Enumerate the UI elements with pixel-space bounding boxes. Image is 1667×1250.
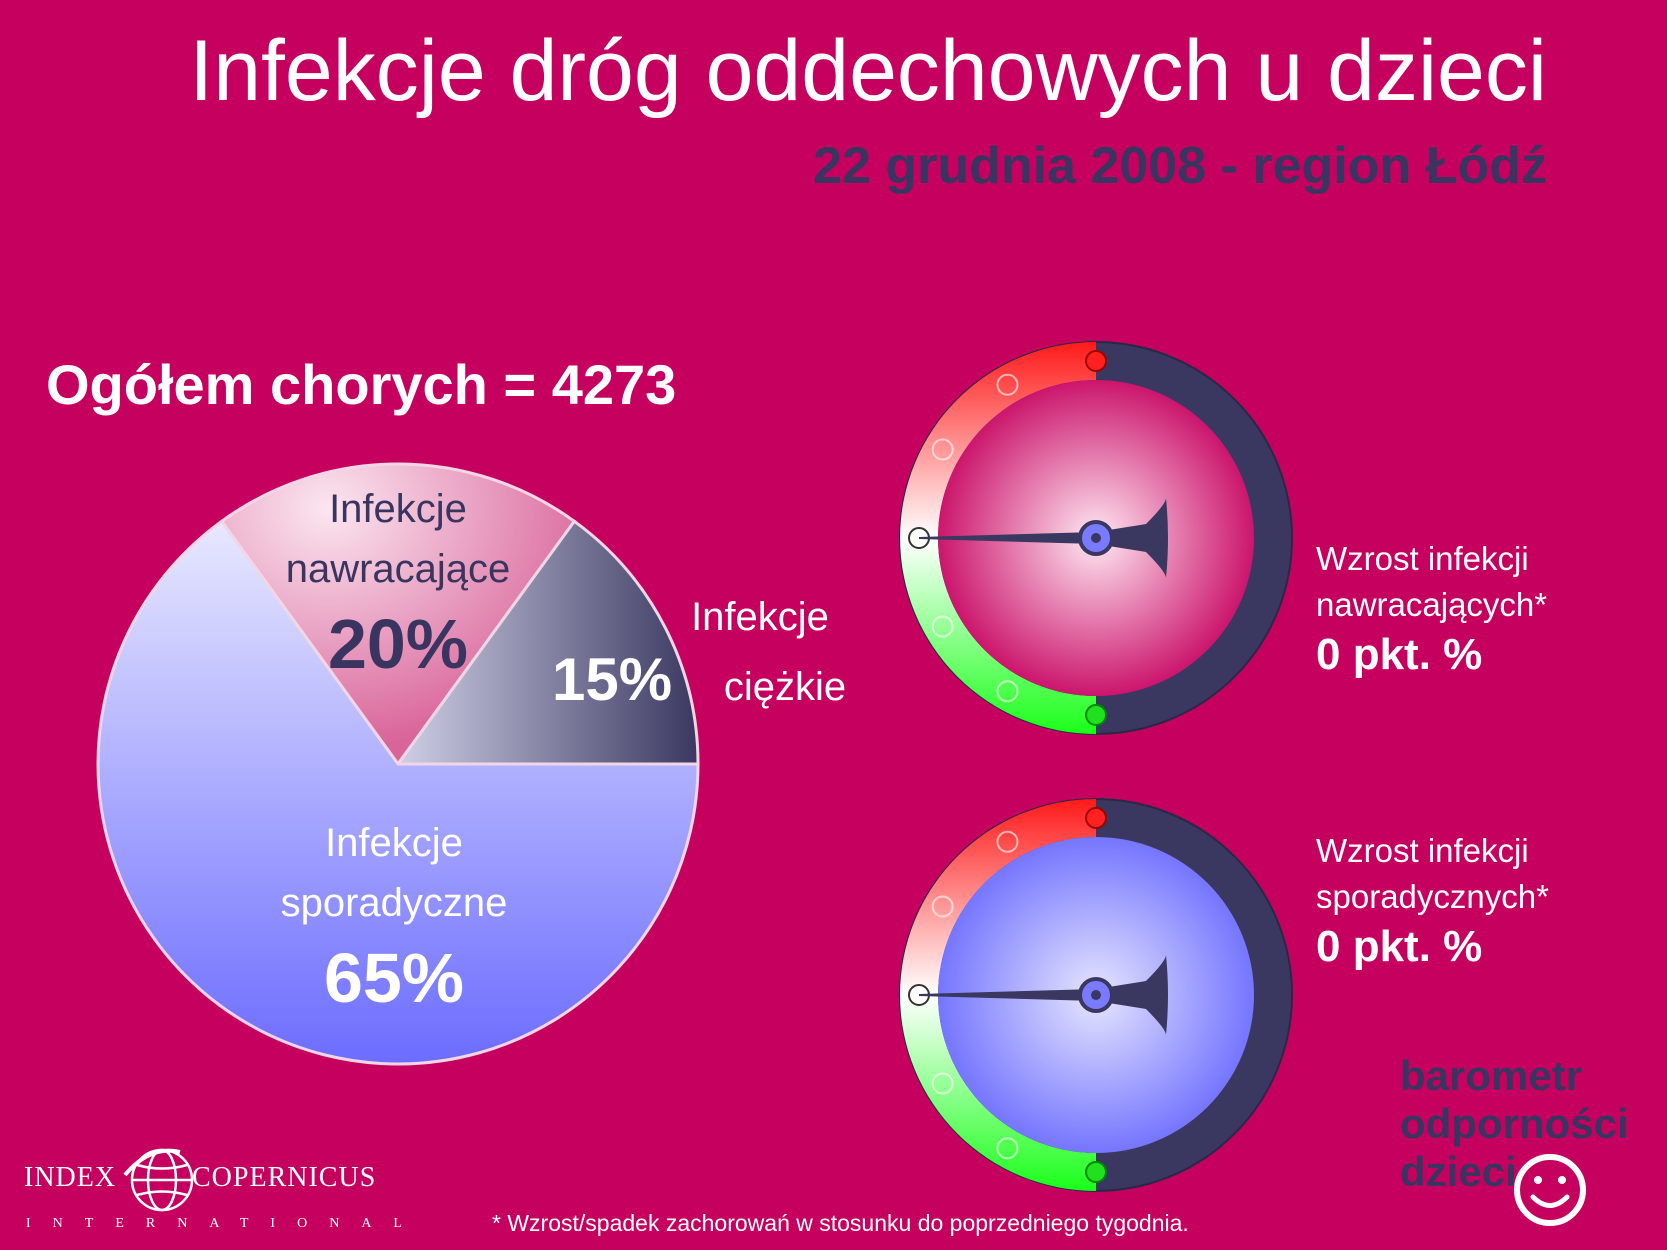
gauge-recurrent <box>899 341 1293 735</box>
gauge-tick-dot <box>1085 807 1107 829</box>
brand-line-2: odporności <box>1400 1100 1629 1147</box>
pie-label-sporadic-line1: Infekcje <box>325 821 463 865</box>
gauge-hub-center <box>1091 990 1101 1000</box>
brand-logo: barometr odporności dzieci <box>1400 1052 1629 1196</box>
gauge-sporadic <box>899 798 1293 1192</box>
gauge-tick-dot <box>931 1072 954 1095</box>
gauge-needle <box>919 955 1168 1035</box>
gauge-scale-arc <box>900 342 1096 734</box>
gauge-recurrent-label-2: nawracających* <box>1316 586 1548 623</box>
gauge-tick-dot <box>996 1137 1019 1160</box>
gauge-tick-dot <box>996 680 1019 703</box>
gauge-tick-dot <box>931 895 954 918</box>
gauge-tick-dot <box>996 830 1019 853</box>
gauge-scale-arc <box>900 799 1096 1191</box>
pie-label-recurrent-line2: nawracające <box>286 547 511 591</box>
logo-word-copernicus: COPERNICUS <box>192 1162 377 1193</box>
gauge-sporadic-label-1: Wzrost infekcji <box>1316 832 1529 869</box>
gauge-recurrent-value: 0 pkt. % <box>1316 630 1483 679</box>
footnote: * Wzrost/spadek zachorowań w stosunku do… <box>492 1210 1189 1236</box>
pie-value-severe: 15% <box>552 646 672 713</box>
page-subtitle: 22 grudnia 2008 - region Łódź <box>813 137 1547 195</box>
smiley-icon <box>1514 1154 1586 1226</box>
pie-value-sporadic: 65% <box>324 939 464 1017</box>
brand-line-3: dzieci <box>1400 1148 1517 1195</box>
logo-subtitle: INTERNATIONAL <box>26 1216 424 1231</box>
gauge-tick-dot <box>1085 1161 1107 1183</box>
pie-value-recurrent: 20% <box>328 605 468 683</box>
pie-slice-sporadic <box>96 519 700 1066</box>
page-title: Infekcje dróg oddechowych u dzieci <box>189 23 1547 119</box>
gauge-tick-dot <box>1085 704 1107 726</box>
pie-slice-severe <box>395 519 700 766</box>
globe-logo-icon <box>123 1148 194 1212</box>
pie-label-severe-line2: ciężkie <box>724 665 846 709</box>
gauge-hub-center <box>1091 533 1101 543</box>
pie-label-recurrent-line1: Infekcje <box>329 487 467 531</box>
gauge-tick-dot <box>931 438 954 461</box>
pie-slice-recurrent <box>219 462 577 767</box>
gauge-tick-dot <box>931 615 954 638</box>
gauge-needle <box>919 498 1168 578</box>
gauge-sporadic-value: 0 pkt. % <box>1316 922 1483 971</box>
gauge-tick-dot <box>996 373 1019 396</box>
pie-label-severe-line1: Infekcje <box>691 595 829 639</box>
gauge-sporadic-label-2: sporadycznych* <box>1316 878 1549 915</box>
logo-word-index: INDEX <box>24 1162 117 1193</box>
gauge-tick-dot <box>1085 350 1107 372</box>
gauge-recurrent-label-1: Wzrost infekcji <box>1316 540 1529 577</box>
brand-line-1: barometr <box>1400 1052 1583 1099</box>
pie-chart: Infekcje nawracające 20% Infekcje ciężkie 15%… <box>96 462 846 1066</box>
pie-label-sporadic-line2: sporadyczne <box>281 881 508 925</box>
total-patients: Ogółem chorych = 4273 <box>46 353 677 416</box>
